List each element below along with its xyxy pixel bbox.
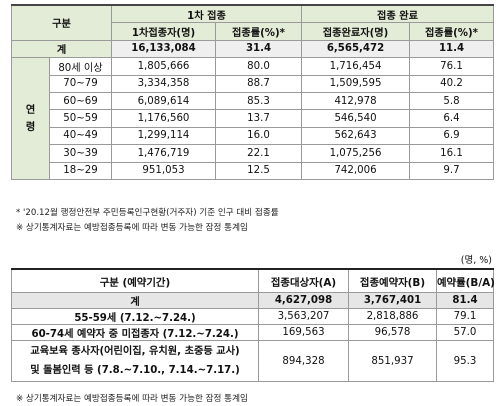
table-cell: 562,643: [301, 126, 411, 146]
total-cell: 3,767,401: [348, 292, 437, 309]
unit-label: (명, %): [460, 255, 492, 266]
total-cell: 31.4: [214, 39, 303, 59]
table-cell: 3,334,358: [111, 74, 216, 93]
table-cell: 169,563: [258, 324, 349, 341]
table-cell: 9.7: [409, 161, 495, 180]
table-cell: 951,053: [111, 161, 216, 180]
row-label-line: 교육보육 종사자(어린이집, 유치원, 초중등 교사): [30, 346, 240, 357]
total-label: 계: [11, 292, 259, 309]
table-cell: 2,818,886: [348, 308, 437, 325]
header-first-dose-rate: 접종률(%)*: [214, 22, 303, 41]
table-cell: 13.7: [214, 109, 303, 128]
header-category: 구분: [11, 3, 112, 41]
table-row: 30~39 1,476,719 22.1 1,075,256 16.1: [12, 144, 495, 163]
header-reservation-rate: 예약률(B/A): [436, 268, 495, 293]
table-cell: 412,978: [301, 91, 411, 111]
total-cell: 11.4: [409, 39, 495, 59]
table-cell: 851,937: [348, 340, 437, 382]
table-cell: 96,578: [348, 324, 437, 341]
table-row: 18~29 951,053 12.5 742,006 9.7: [12, 161, 495, 180]
table-cell: 85.3: [214, 91, 303, 111]
table-row: 40~49 1,299,114 16.0 562,643 6.9: [12, 126, 495, 146]
table-row: 60~69 6,089,614 85.3 412,978 5.8: [12, 91, 495, 111]
table-cell: 76.1: [409, 57, 495, 76]
header-first-dose-count: 1차접종자(명): [111, 22, 216, 41]
table-cell: 5.8: [409, 91, 495, 111]
table-cell: 6.9: [409, 126, 495, 146]
table-cell: 40.2: [409, 74, 495, 93]
table-cell: 6.4: [409, 109, 495, 128]
row-label: 교육보육 종사자(어린이집, 유치원, 초중등 교사) 및 돌봄인력 등 (7.…: [11, 340, 259, 382]
row-label: 80세 이상: [49, 57, 112, 76]
table-cell: 1,476,719: [111, 144, 216, 163]
table-row: 70~79 3,334,358 88.7 1,509,595 40.2: [12, 74, 495, 93]
row-label: 60~69: [49, 91, 112, 111]
table-cell: 12.5: [214, 161, 303, 180]
row-label: 40~49: [49, 126, 112, 146]
header-full-rate: 접종률(%)*: [409, 22, 495, 41]
header-category: 구분 (예약기간): [11, 268, 259, 293]
footnote-population-basis: * '20.12월 행정안전부 주민등록인구현황(거주자) 기준 인구 대비 접…: [16, 208, 279, 218]
table-cell: 1,176,560: [111, 109, 216, 128]
total-cell: 16,133,084: [111, 39, 216, 59]
table-cell: 1,509,595: [301, 74, 411, 93]
header-first-dose: 1차 접종: [110, 4, 303, 24]
table-cell: 6,089,614: [111, 91, 216, 111]
table-cell: 79.1: [436, 308, 494, 325]
row-label: 70~79: [49, 74, 112, 93]
footnote-provisional-stats-2: ※ 상기통계자료는 예방접종등록에 따라 변동 가능한 잠정 통계임: [16, 394, 248, 404]
table-cell: 1,075,256: [301, 144, 411, 163]
table-cell: 546,540: [301, 109, 411, 128]
table-cell: 1,716,454: [301, 57, 411, 76]
header-full-count: 접종완료자(명): [301, 22, 411, 41]
row-label: 55-59세 (7.12.~7.24.): [11, 308, 259, 325]
table-cell: 57.0: [436, 324, 494, 341]
table-row: 60-74세 예약자 중 미접종자 (7.12.~7.24.) 169,563 …: [11, 324, 494, 341]
table-cell: 3,563,207: [258, 308, 349, 325]
total-row: 계 4,627,098 3,767,401 81.4: [11, 292, 494, 309]
table-row: 55-59세 (7.12.~7.24.) 3,563,207 2,818,886…: [11, 308, 494, 325]
reservation-status-table: 구분 (예약기간) 접종대상자(A) 접종예약자(B) 예약률(B/A) 계 4…: [11, 268, 495, 382]
table-cell: 1,299,114: [111, 126, 216, 146]
total-cell: 6,565,472: [301, 39, 411, 59]
table-row: 연 령 80세 이상 1,805,666 80.0 1,716,454 76.1: [11, 57, 495, 180]
total-cell: 81.4: [436, 292, 494, 309]
row-label: 60-74세 예약자 중 미접종자 (7.12.~7.24.): [11, 324, 259, 341]
row-label-line: 및 돌봄인력 등 (7.8.~7.10., 7.14.~7.17.): [30, 365, 240, 376]
total-row: 계 16,133,084 31.4 6,565,472 11.4: [11, 39, 495, 59]
header-fully-vaccinated: 접종 완료: [301, 4, 495, 24]
total-label: 계: [11, 39, 112, 59]
vaccination-status-table: 구분 1차 접종 접종 완료 1차접종자(명) 접종률(%)* 접종완료자(명)…: [11, 3, 495, 180]
table-cell: 16.1: [409, 144, 495, 163]
table-cell: 894,328: [258, 340, 349, 382]
table-row: 50~59 1,176,560 13.7 546,540 6.4: [12, 109, 495, 128]
table-cell: 95.3: [436, 340, 494, 382]
total-cell: 4,627,098: [258, 292, 349, 309]
table-cell: 1,805,666: [111, 57, 216, 76]
table-cell: 80.0: [214, 57, 303, 76]
table-row: 교육보육 종사자(어린이집, 유치원, 초중등 교사) 및 돌봄인력 등 (7.…: [11, 340, 494, 382]
table-cell: 742,006: [301, 161, 411, 180]
age-group-label: 연 령: [11, 57, 50, 180]
row-label: 18~29: [49, 161, 112, 180]
row-label: 50~59: [49, 109, 112, 128]
row-label: 30~39: [49, 144, 112, 163]
footnote-provisional-stats: ※ 상기통계자료는 예방접종등록에 따라 변동 가능한 잠정 통계임: [16, 223, 248, 233]
header-target: 접종대상자(A): [258, 268, 349, 293]
header-reserved: 접종예약자(B): [348, 268, 437, 293]
table-cell: 22.1: [214, 144, 303, 163]
table-cell: 88.7: [214, 74, 303, 93]
table-cell: 16.0: [214, 126, 303, 146]
